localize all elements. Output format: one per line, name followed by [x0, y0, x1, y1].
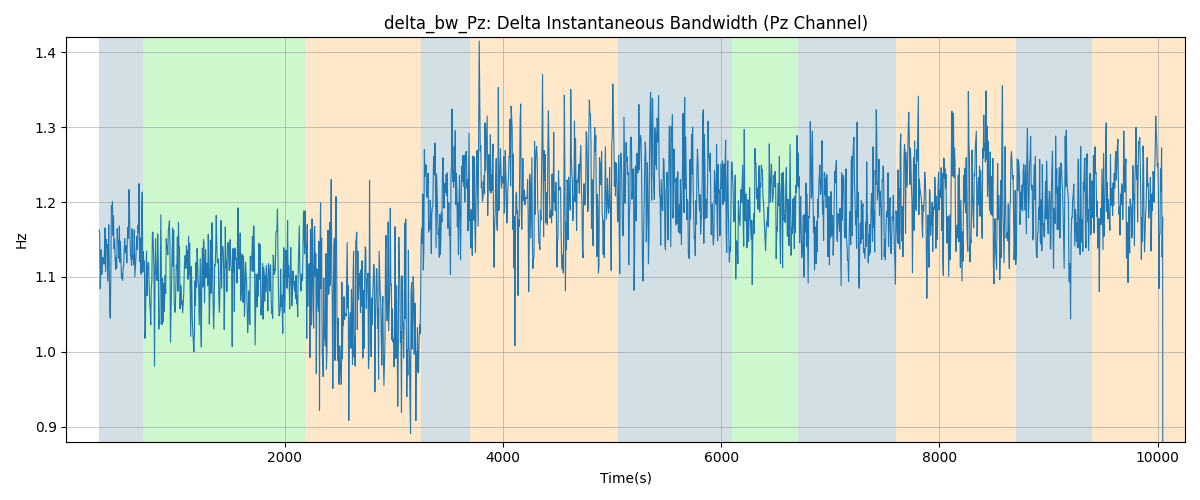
- Y-axis label: Hz: Hz: [16, 230, 29, 248]
- Bar: [618, 38, 732, 442]
- Bar: [143, 38, 306, 442]
- Bar: [470, 38, 618, 442]
- Bar: [732, 38, 798, 442]
- Bar: [421, 38, 470, 442]
- Bar: [306, 38, 421, 442]
- X-axis label: Time(s): Time(s): [600, 471, 652, 485]
- Bar: [100, 38, 143, 442]
- Bar: [1092, 38, 1186, 442]
- Bar: [896, 38, 1016, 442]
- Bar: [1016, 38, 1092, 442]
- Bar: [798, 38, 896, 442]
- Title: delta_bw_Pz: Delta Instantaneous Bandwidth (Pz Channel): delta_bw_Pz: Delta Instantaneous Bandwid…: [384, 15, 868, 34]
